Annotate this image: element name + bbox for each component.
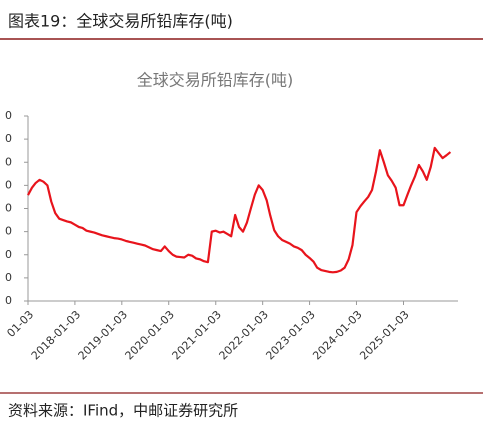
x-tick-label: 2018-01-03	[29, 308, 83, 362]
y-tick-label: 0	[5, 248, 12, 261]
source-note: 资料来源：IFind，中邮证券研究所	[8, 402, 238, 420]
x-tick-label: 01-03	[4, 308, 36, 340]
y-tick-label: 0	[5, 178, 12, 191]
y-tick-label: 0	[5, 225, 12, 238]
x-tick-label: 2020-01-03	[123, 308, 177, 362]
chart-title: 全球交易所铅库存(吨)	[137, 71, 294, 90]
y-tick-label: 0	[5, 109, 12, 122]
y-tick-label: 0	[5, 202, 12, 215]
data-line	[27, 146, 452, 274]
figure-title: 图表19：全球交易所铅库存(吨)	[8, 12, 233, 31]
x-tick-label: 2021-01-03	[170, 308, 224, 362]
x-tick-label: 2019-01-03	[76, 308, 130, 362]
y-tick-label: 0	[5, 155, 12, 168]
y-tick-label: 0	[5, 271, 12, 284]
y-tick-label: 0	[5, 132, 12, 145]
x-tick-label: 2024-01-03	[310, 308, 364, 362]
x-tick-label: 2023-01-03	[263, 308, 317, 362]
y-tick-label: 0	[5, 294, 12, 307]
x-tick-label: 2022-01-03	[217, 308, 271, 362]
x-tick-label: 2025-01-03	[357, 308, 411, 362]
